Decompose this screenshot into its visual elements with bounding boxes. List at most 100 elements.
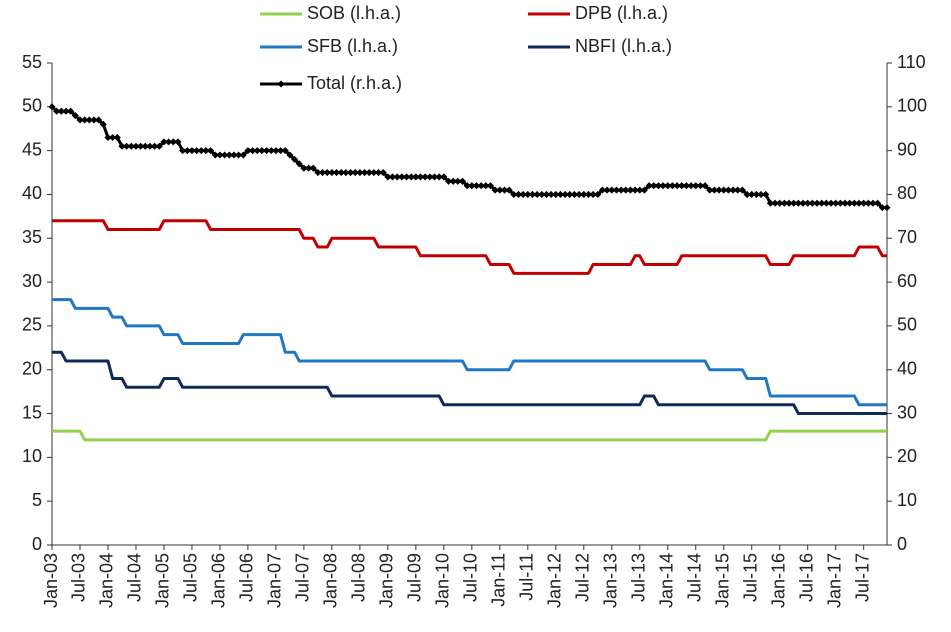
- legend-label: DPB (l.h.a.): [575, 3, 668, 23]
- point-marker: [710, 186, 718, 194]
- legend-label: SOB (l.h.a.): [307, 3, 401, 23]
- point-marker: [435, 173, 443, 181]
- point-marker: [580, 190, 588, 198]
- point-marker: [482, 182, 490, 190]
- point-marker: [277, 147, 285, 155]
- point-marker: [752, 190, 760, 198]
- point-marker: [361, 169, 369, 177]
- point-marker: [650, 182, 658, 190]
- x-tick-label: Jul-11: [517, 553, 537, 601]
- point-marker: [141, 142, 149, 150]
- y-tick-label: 50: [22, 96, 42, 116]
- point-marker: [701, 182, 709, 190]
- point-marker: [207, 147, 215, 155]
- point-marker: [612, 186, 620, 194]
- x-tick-label: Jan-11: [489, 553, 509, 607]
- point-marker: [53, 107, 61, 115]
- y2-tick-label: 70: [897, 227, 917, 247]
- x-tick-label: Jul-05: [181, 553, 201, 602]
- legend-label: SFB (l.h.a.): [307, 36, 398, 56]
- series-line: [52, 350, 887, 416]
- point-marker: [813, 199, 821, 207]
- point-marker: [850, 199, 858, 207]
- point-marker: [151, 142, 159, 150]
- point-marker: [491, 186, 499, 194]
- point-marker: [127, 142, 135, 150]
- x-tick-label: Jul-14: [684, 553, 704, 602]
- point-marker: [542, 190, 551, 198]
- y-tick-label: 55: [22, 52, 42, 72]
- point-marker: [202, 147, 210, 155]
- point-marker: [748, 190, 756, 198]
- point-marker: [589, 190, 597, 198]
- x-tick-label: Jul-10: [461, 553, 481, 602]
- y-tick-label: 0: [32, 534, 42, 554]
- point-marker: [715, 186, 723, 194]
- point-marker: [300, 164, 308, 172]
- point-marker: [738, 186, 746, 194]
- point-marker: [654, 182, 662, 190]
- point-marker: [337, 169, 345, 177]
- point-marker: [776, 199, 784, 207]
- series-line: [52, 219, 887, 275]
- point-marker: [244, 147, 252, 155]
- point-marker: [804, 199, 812, 207]
- y-tick-label: 40: [22, 183, 42, 203]
- point-marker: [472, 182, 481, 190]
- y2-tick-label: 10: [897, 490, 917, 510]
- point-marker: [123, 142, 131, 150]
- point-marker: [281, 147, 289, 155]
- point-marker: [458, 177, 467, 185]
- point-marker: [570, 190, 578, 198]
- point-marker: [533, 190, 541, 198]
- point-marker: [645, 182, 653, 190]
- point-marker: [393, 173, 401, 181]
- point-marker: [874, 199, 882, 207]
- point-marker: [430, 173, 439, 181]
- point-marker: [556, 190, 564, 198]
- point-marker: [426, 173, 434, 181]
- point-marker: [584, 190, 592, 198]
- x-tick-label: Jan-03: [41, 553, 61, 608]
- y-tick-label: 10: [22, 446, 42, 466]
- point-marker: [528, 190, 537, 198]
- point-marker: [668, 182, 676, 190]
- point-marker: [524, 190, 532, 198]
- x-tick-label: Jan-13: [601, 553, 621, 608]
- point-marker: [95, 116, 103, 124]
- point-marker: [706, 186, 714, 194]
- point-marker: [416, 173, 425, 181]
- point-marker: [547, 190, 555, 198]
- point-marker: [622, 186, 630, 194]
- y2-tick-label: 90: [897, 139, 917, 159]
- y-tick-label: 35: [22, 227, 42, 247]
- point-marker: [790, 199, 798, 207]
- series-line: [52, 298, 887, 407]
- point-marker: [342, 169, 350, 177]
- point-marker: [351, 169, 359, 177]
- point-marker: [500, 186, 509, 194]
- point-marker: [514, 190, 523, 198]
- point-marker: [365, 169, 373, 177]
- point-marker: [757, 190, 765, 198]
- point-marker: [785, 199, 793, 207]
- x-tick-label: Jul-12: [573, 553, 593, 602]
- point-marker: [319, 169, 327, 177]
- point-marker: [631, 186, 639, 194]
- point-marker: [183, 147, 191, 155]
- point-marker: [291, 155, 299, 163]
- point-marker: [118, 142, 126, 150]
- x-tick-label: Jan-07: [265, 553, 285, 608]
- x-tick-label: Jan-05: [153, 553, 173, 608]
- point-marker: [356, 169, 364, 177]
- point-marker: [85, 116, 93, 124]
- y-tick-label: 5: [32, 490, 42, 510]
- point-marker: [463, 182, 471, 190]
- series-line: [52, 429, 887, 442]
- point-marker: [505, 186, 513, 194]
- y2-tick-label: 20: [897, 446, 917, 466]
- point-marker: [449, 177, 457, 185]
- point-marker: [617, 186, 625, 194]
- point-marker: [225, 151, 233, 159]
